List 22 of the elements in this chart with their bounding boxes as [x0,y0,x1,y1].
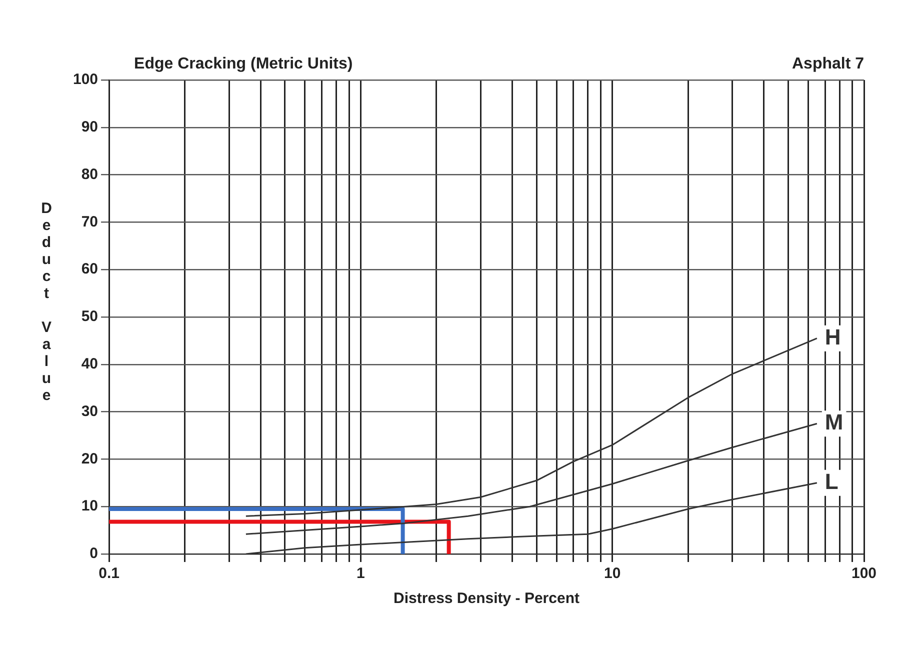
y-tick-label: 90 [81,118,98,136]
y-tick-label: 70 [81,213,98,230]
y-tick-label: 10 [81,498,98,515]
y-axis-title: Deduct Value [38,200,55,404]
x-tick-label: 100 [851,565,877,582]
y-tick-label: 80 [81,166,98,183]
x-tick-label: 10 [604,565,621,582]
series-label: H [824,324,841,350]
chart-subtitle: Asphalt 7 [792,55,864,72]
x-tick-label: 0.1 [98,565,120,582]
y-tick-label: 30 [81,402,98,420]
y-tick-label: 40 [81,356,98,373]
y-tick-label: 50 [81,308,98,326]
chart-title: Edge Cracking (Metric Units) [134,55,353,72]
series-label: L [824,468,838,494]
y-tick-label: 20 [81,450,98,468]
y-tick-label: 100 [72,71,98,88]
x-axis-title: Distress Density - Percent [394,590,580,608]
series-label: M [824,410,844,435]
y-tick-label: 0 [90,545,98,562]
x-tick-label: 1 [356,565,365,582]
y-tick-label: 60 [81,260,98,278]
